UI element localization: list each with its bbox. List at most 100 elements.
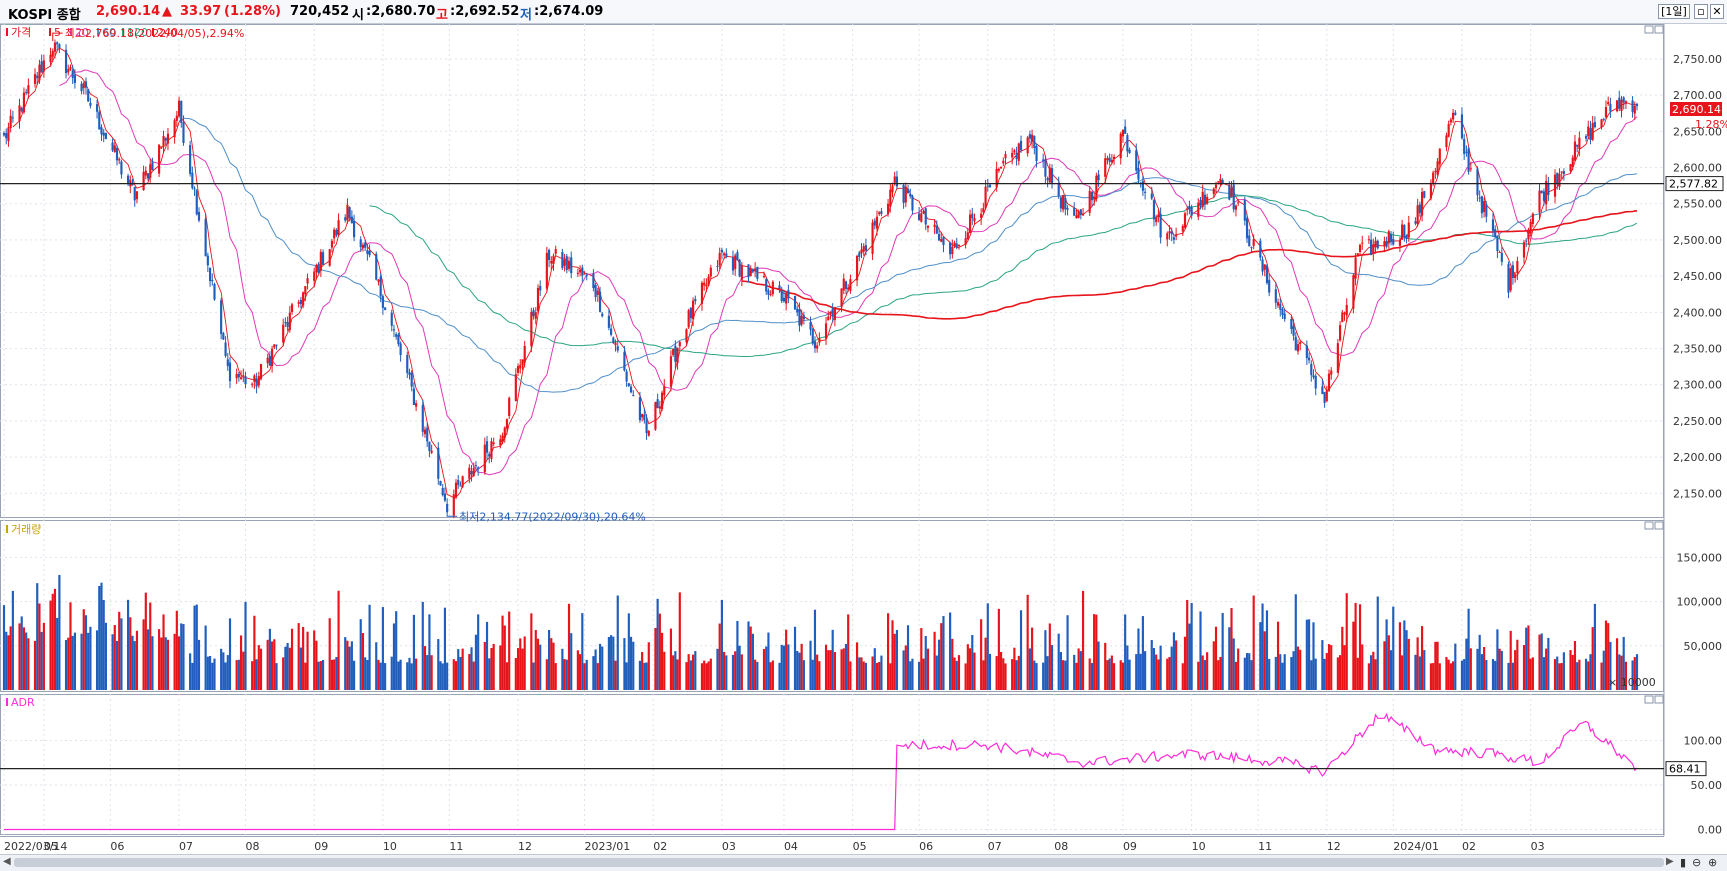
volume-bar [1044, 630, 1047, 690]
candle-body [346, 204, 349, 221]
candle-body [968, 214, 972, 234]
price-y-tick: 2,400.00 [1673, 306, 1722, 319]
candle-body [942, 236, 945, 246]
volume-bar [1013, 647, 1016, 690]
price-panel-minimize-icon [1644, 25, 1654, 34]
candle-body [660, 392, 664, 410]
candle-body [195, 190, 198, 215]
candle-body [610, 328, 613, 335]
candle-body [1276, 302, 1280, 306]
candle-body [971, 213, 974, 219]
panel-buttons[interactable] [1644, 25, 1664, 704]
price-panel[interactable] [0, 24, 1664, 518]
chart-area[interactable]: 2,750.00 2,700.00 2,650.00 2,600.00 2,550.00… [0, 24, 1727, 854]
volume-y-tick: 150,000 [1677, 551, 1723, 564]
volume-bar [809, 640, 812, 690]
candle-body [1573, 141, 1577, 161]
candle-body [658, 406, 661, 409]
candle-body [1307, 357, 1311, 361]
candle-body [1044, 159, 1047, 177]
zoom-in-icon[interactable]: ⊕ [1708, 856, 1718, 869]
zoom-out-icon[interactable]: ⊖ [1692, 856, 1702, 869]
volume-bar [348, 646, 351, 690]
candle-body [831, 308, 834, 317]
volume-bar [1460, 660, 1464, 690]
volume-bar [508, 611, 511, 690]
candle-body [1110, 159, 1113, 163]
volume-bar [911, 658, 914, 690]
volume-bar [1545, 648, 1548, 690]
candle-body [1624, 101, 1628, 104]
candle-body [182, 122, 185, 143]
candle-body [767, 290, 770, 295]
candle-body [1370, 239, 1373, 256]
candle-body [1460, 114, 1464, 139]
scroll-thumb[interactable] [14, 858, 1664, 867]
candle-body [725, 253, 728, 257]
volume-bar [151, 636, 154, 690]
volume-bar [1478, 634, 1481, 690]
volume-bar [785, 629, 788, 690]
index-name[interactable]: KOSPI 종합 [8, 8, 81, 23]
adr-panel[interactable] [0, 694, 1664, 835]
volume-bar [164, 637, 167, 690]
candle-body [20, 107, 23, 112]
volume-bar [1186, 599, 1189, 690]
volume-bar [709, 658, 712, 690]
period-button[interactable]: [1일] [1658, 4, 1690, 19]
candle-body [1137, 167, 1140, 180]
volume-bar [1296, 646, 1300, 690]
volume-bar [235, 660, 238, 690]
volume-bar [964, 663, 967, 690]
candle-body [244, 376, 247, 385]
candle-body [1356, 253, 1359, 255]
candle-body [1387, 231, 1390, 244]
candle-body [955, 243, 958, 248]
price-y-tick: 2,300.00 [1673, 379, 1722, 392]
candle-body [813, 341, 817, 349]
candle-body [692, 300, 695, 320]
volume-bar [842, 648, 845, 690]
zoom-slider-icon[interactable]: ▮ [1680, 856, 1687, 869]
volume-bar [676, 659, 679, 690]
candle-body [1095, 175, 1098, 200]
volume-bar [25, 632, 28, 690]
restore-icon[interactable]: ▫ [1694, 4, 1708, 19]
volume-bar [284, 646, 287, 690]
candle-body [1292, 326, 1295, 336]
volume-bar [862, 661, 865, 690]
candle-body [550, 260, 553, 264]
candle-body [802, 315, 805, 320]
candle-body [1465, 151, 1468, 153]
close-icon[interactable]: ✕ [1710, 4, 1724, 19]
volume-bar [545, 659, 548, 690]
volume-bar [1166, 658, 1169, 690]
volume-bar [160, 637, 163, 690]
candle-body [516, 366, 520, 373]
candle-body [1106, 158, 1109, 161]
legend-ma120: 120 [127, 26, 148, 39]
x-tick: 2022/03/14 [4, 840, 67, 853]
volume-bar [1447, 659, 1450, 690]
candle-body [38, 64, 41, 81]
volume-bar [20, 616, 23, 690]
price-y-tick: 2,200.00 [1673, 451, 1722, 464]
volume-bar [1248, 653, 1251, 690]
volume-bar [1327, 644, 1331, 690]
volume-bar [1398, 622, 1401, 690]
volume-bar [406, 662, 409, 690]
volume-bar [645, 662, 648, 690]
volume-bar [980, 619, 983, 690]
volume-bar [430, 655, 433, 690]
candle-body [1252, 239, 1255, 246]
x-tick: 05 [44, 840, 58, 853]
volume-bar [67, 637, 70, 690]
candle-body [1237, 202, 1240, 204]
candle-body [889, 189, 892, 207]
candle-body [328, 249, 331, 266]
scroll-right-icon[interactable]: ▶ [1666, 856, 1674, 867]
volume-bar [893, 633, 896, 690]
candle-body [1057, 183, 1060, 197]
horizontal-scrollbar[interactable]: ◀ ▶ ▮ ⊖ ⊕ [0, 854, 1727, 871]
scroll-left-icon[interactable]: ◀ [3, 856, 11, 867]
